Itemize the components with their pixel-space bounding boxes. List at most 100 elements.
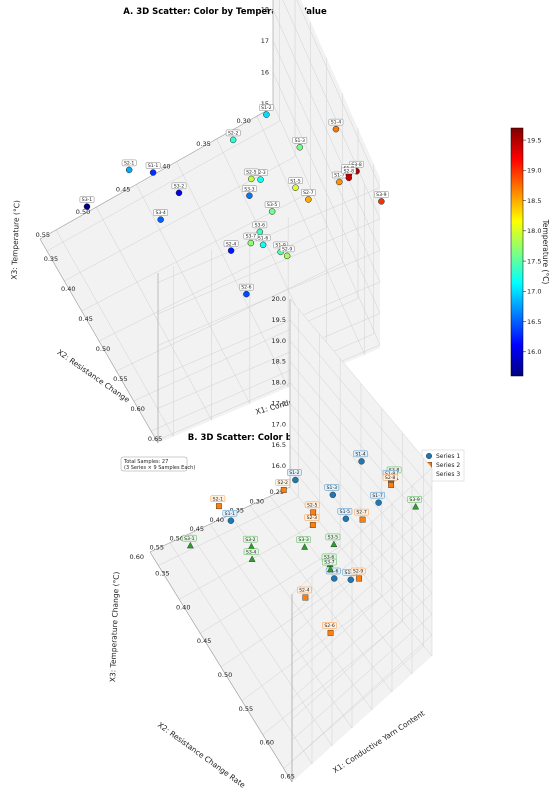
chart-b-grid	[149, 298, 433, 783]
chart-a-grid-y	[256, 116, 365, 355]
legend-marker-circle	[426, 453, 433, 460]
chart-a-point-label: S2-7	[303, 190, 313, 196]
chart-b-xtick-label: 0.35	[155, 570, 169, 578]
chart-a-point-label: S2-3	[255, 170, 265, 176]
chart-b-point-circle	[342, 515, 350, 522]
chart-a-point	[257, 176, 264, 183]
chart-b-ytick-label: 0.40	[210, 516, 224, 524]
chart-a-point-label: S2-2	[228, 131, 238, 137]
chart-b-grid-y	[169, 542, 313, 765]
chart-a-point-label: S3-9	[376, 192, 386, 198]
chart-b-point-circle	[227, 517, 235, 524]
chart-a-grid-y	[55, 229, 174, 437]
chart-b-grid-x	[262, 621, 403, 735]
chart-b-ztick-label: 17.5	[272, 399, 286, 407]
chart-a-xtick-label: 0.40	[61, 285, 75, 293]
colorbar-tick-label: 16.0	[527, 348, 541, 356]
chart-a-point-label-box	[301, 189, 316, 196]
legend-label: Series 2	[436, 462, 460, 469]
chart-b-grid-z	[289, 445, 433, 615]
chart-a-points: S1-2 S1-3 S2-2 S1-4 S1-1 S3-2 S2-3 S3-3 S2-1 S3-1…	[79, 104, 389, 298]
chart-a-point-label: S2-6	[241, 285, 251, 291]
chart-b-point-square	[327, 629, 334, 636]
chart-a-point-label-box	[292, 137, 308, 144]
chart-a-point	[125, 166, 133, 174]
chart-a-ticks: 0.35 0.40 0.45 0.50 0.55 0.60 0.65 0.30 0.35 0.40…	[36, 5, 269, 443]
chart-a-grid-z	[272, 40, 381, 282]
chart-a-point	[263, 111, 270, 118]
chart-a-grid-z	[272, 103, 381, 345]
chart-b-point-label-box	[297, 586, 312, 594]
chart-b-point-label: S3-7	[324, 560, 334, 566]
chart-a-point-label-box	[225, 129, 241, 137]
chart-b-point-label-box	[354, 508, 369, 516]
chart-b-ztick-label: 16.0	[272, 462, 286, 470]
chart-b-ticks: 0.350.400.450.500.550.600.650.250.300.35…	[130, 295, 295, 780]
chart-a-point-label-box	[279, 245, 295, 253]
chart-b-point-label: S3-4	[246, 549, 256, 555]
chart-b-grid-z	[289, 403, 433, 573]
chart-a-point-label-box	[264, 201, 280, 208]
chart-a-edge	[39, 238, 159, 444]
chart-a-point-label-box	[243, 232, 259, 240]
chart-b-point-label-box	[337, 508, 353, 515]
chart-b-grid-z	[291, 614, 433, 741]
chart-b-point-triangle	[330, 540, 338, 548]
chart-a-point-label: S1-9	[275, 243, 285, 249]
chart-a-point	[283, 252, 291, 260]
chart-a-grid-x	[133, 298, 359, 402]
chart-a-point	[248, 175, 255, 183]
chart-b-edge	[149, 486, 291, 553]
sample-count-annotation: Total Samples: 27 (3 Series × 9 Samples …	[120, 456, 195, 472]
chart-b-point-label-box	[407, 496, 422, 503]
chart-b-grid-z	[291, 551, 433, 678]
chart-a-point-label: S3-2	[174, 183, 184, 189]
annotation-box	[120, 456, 188, 472]
chart-b-point-label: S2-7	[356, 510, 366, 516]
chart-b-edge	[149, 551, 293, 783]
chart-b-xtick-label: 0.55	[239, 705, 253, 713]
chart-b-point-square	[310, 509, 317, 516]
chart-b-point-circle	[358, 458, 365, 465]
chart-b-point-label: S2-2	[278, 480, 288, 486]
chart-b-grid-z	[291, 593, 433, 720]
chart-b-point-label: S3-2	[245, 537, 255, 543]
chart-a-point	[378, 198, 385, 205]
chart-b-ztick-label: 18.5	[272, 358, 286, 366]
chart-a-point-label: S2-9	[282, 246, 292, 252]
chart-a-point	[175, 189, 183, 197]
chart-a-grid-z	[157, 250, 381, 346]
chart-a-grid-x	[116, 262, 343, 372]
chart-b-point-label-box	[243, 535, 258, 543]
chart-a-point-label-box	[239, 283, 254, 291]
chart-a-point	[259, 241, 267, 249]
chart-a-point-label-box	[288, 177, 303, 184]
chart-a-grid-z	[282, 0, 381, 220]
chart-b-point-triangle	[301, 543, 309, 550]
chart-a-xtick-label: 0.55	[113, 375, 127, 383]
chart-b-grid-z	[289, 465, 433, 636]
chart-b-ytick-label: 0.55	[150, 544, 164, 552]
chart-a-point-label-box	[79, 196, 95, 203]
chart-a-point	[83, 203, 91, 210]
chart-a-xtick-label: 0.45	[78, 315, 92, 323]
chart-b-ytick-label: 0.30	[250, 497, 264, 505]
chart-a-side-pane	[158, 178, 380, 443]
chart-b-point-label: S2-8	[385, 475, 395, 481]
chart-b-grid-x	[179, 521, 320, 600]
colorbar	[510, 127, 524, 377]
chart-a-grid-y	[96, 207, 212, 421]
chart-b-point-label-box	[304, 501, 320, 509]
chart-b-grid-z	[291, 488, 433, 616]
chart-b-point-label: S3-9	[409, 497, 419, 503]
chart-b-point-label-box	[353, 450, 368, 458]
chart-b-point-label: S1-3	[327, 485, 337, 491]
chart-b-point-square	[388, 482, 395, 488]
chart-b-point-label-box	[287, 469, 302, 476]
chart-a-zlabel: X3: Temperature (°C)	[10, 200, 22, 280]
chart-b-grid-x	[220, 571, 362, 668]
chart-a-point-label-box	[259, 104, 274, 111]
chart-b-point-label: S2-1	[213, 496, 223, 502]
chart-a-point-label: S1-7	[334, 173, 344, 179]
chart-a-point	[268, 208, 276, 215]
